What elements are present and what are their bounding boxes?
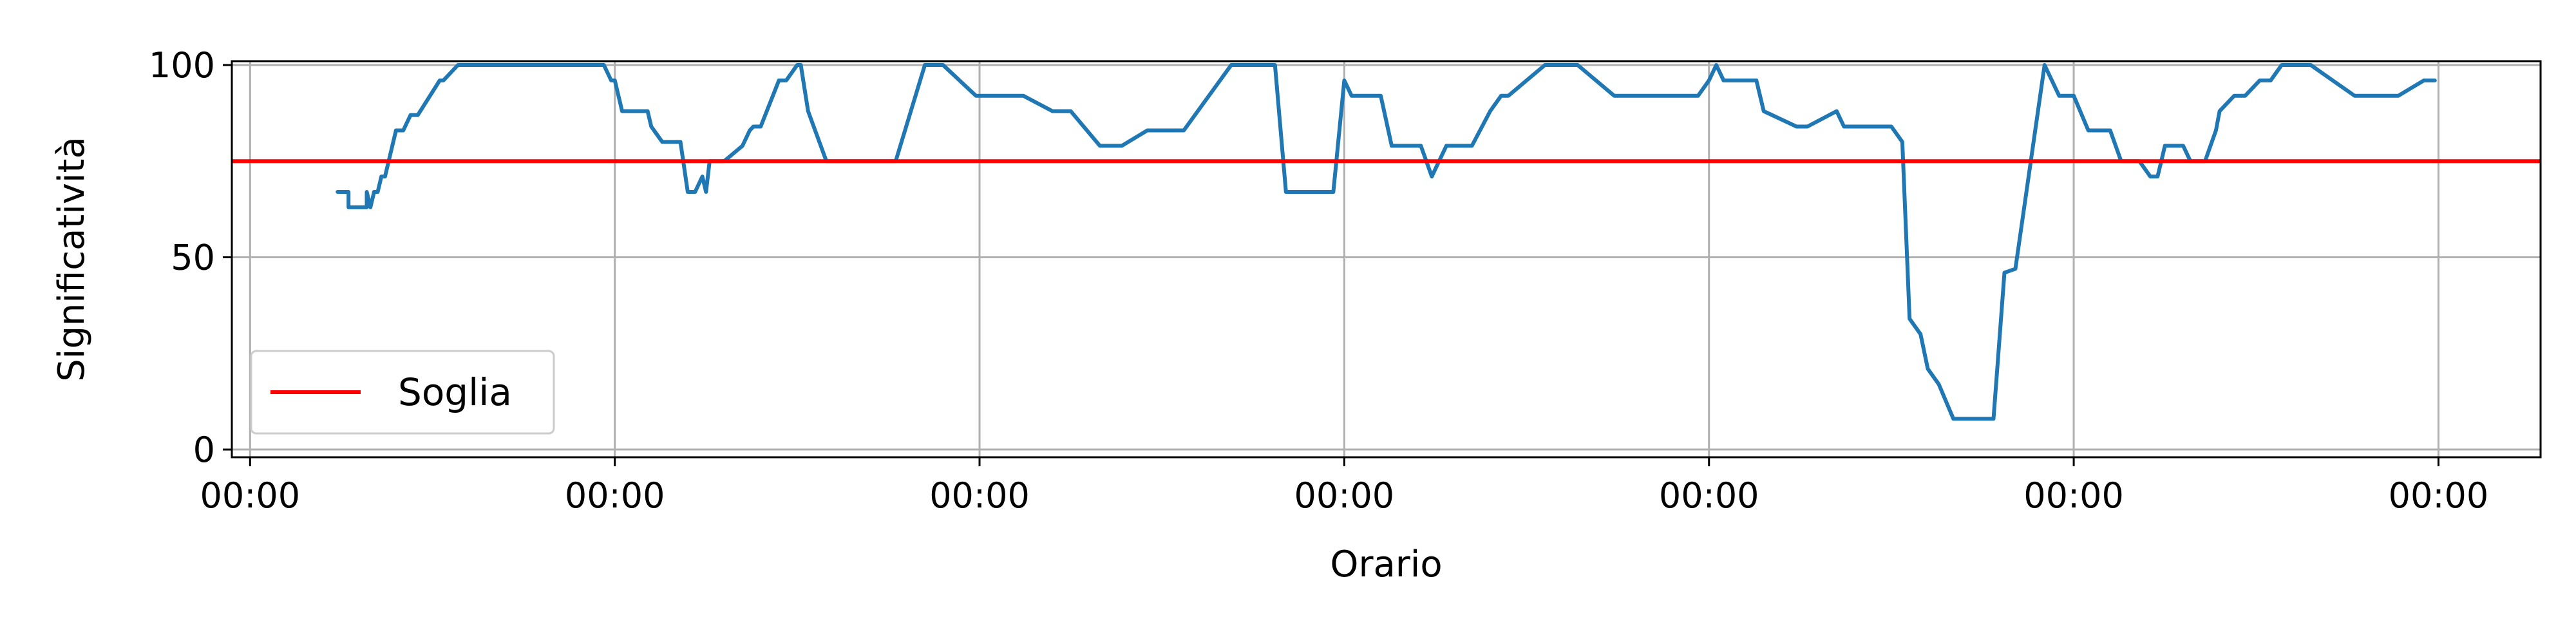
y-tick-label: 100 bbox=[149, 45, 215, 86]
legend: Soglia bbox=[250, 350, 555, 435]
data-series-line bbox=[336, 63, 2437, 421]
x-axis-label: Orario bbox=[1330, 544, 1442, 585]
grid-lines bbox=[232, 61, 2541, 457]
x-tick-label: 00:00 bbox=[200, 475, 301, 516]
x-tick-label: 00:00 bbox=[1659, 475, 1759, 516]
plot-area bbox=[232, 63, 2541, 421]
x-axis-ticks: 00:00 00:00 00:00 00:00 00:00 00:00 00:00 bbox=[200, 457, 2489, 516]
y-tick-label: 50 bbox=[171, 238, 215, 278]
y-tick-label: 0 bbox=[193, 430, 215, 470]
y-axis-label: Significatività bbox=[51, 137, 93, 382]
y-axis-ticks: 0 50 100 bbox=[149, 45, 232, 470]
legend-box bbox=[250, 350, 555, 435]
x-tick-label: 00:00 bbox=[2389, 475, 2489, 516]
x-tick-label: 00:00 bbox=[2023, 475, 2124, 516]
x-tick-label: 00:00 bbox=[929, 475, 1030, 516]
x-tick-label: 00:00 bbox=[565, 475, 665, 516]
axes-frame bbox=[231, 60, 2542, 459]
x-tick-label: 00:00 bbox=[1294, 475, 1395, 516]
legend-label-soglia: Soglia bbox=[398, 370, 512, 414]
